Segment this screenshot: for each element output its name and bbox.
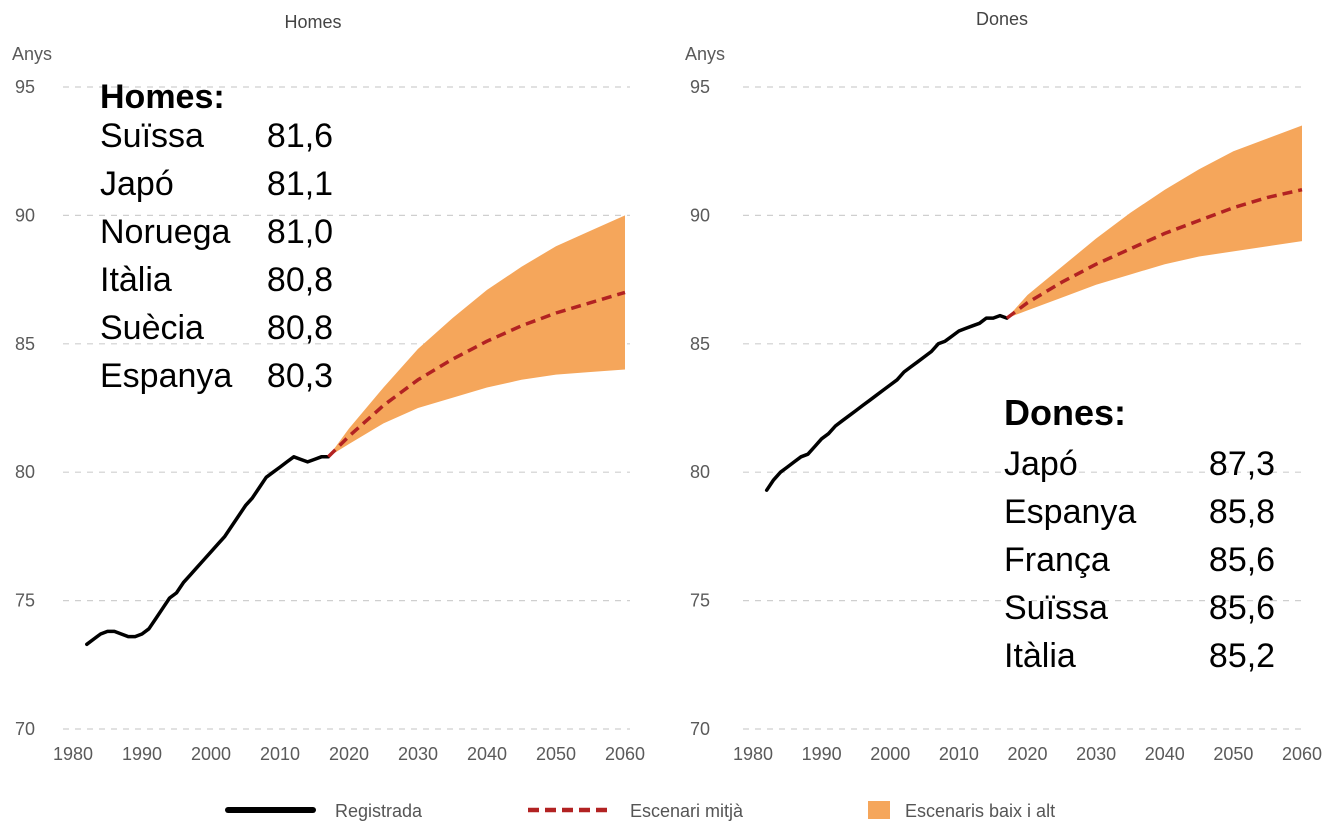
scenario-band-area [328, 215, 625, 457]
x-tick-label: 2010 [939, 744, 979, 764]
ranking-heading: Dones: [1004, 392, 1126, 433]
x-tick-label: 2060 [605, 744, 645, 764]
ranking-country: Japó [1004, 445, 1078, 483]
x-tick-label: 1980 [53, 744, 93, 764]
ranking-value: 81,0 [267, 213, 333, 251]
y-tick-label: 85 [690, 334, 710, 354]
ranking-country: Espanya [1004, 493, 1136, 531]
ranking-country: Noruega [100, 213, 231, 251]
mid-scenario-line [327, 290, 626, 459]
legend: Registrada Escenari mitjà Escenaris baix i… [225, 801, 1055, 821]
x-tick-label: 2060 [1282, 744, 1322, 764]
ranking-country: França [1004, 541, 1110, 579]
x-tick-label: 1980 [733, 744, 773, 764]
y-axis-unit: Anys [685, 44, 725, 64]
legend-label: Escenaris baix i alt [905, 801, 1055, 821]
recorded-line [85, 455, 331, 647]
x-tick-label: 2000 [191, 744, 231, 764]
ranking-value: 81,1 [267, 165, 333, 203]
ranking-country: Suïssa [100, 117, 204, 155]
panel-title: Homes [284, 12, 341, 32]
x-tick-label: 2050 [1213, 744, 1253, 764]
x-tick-label: 2020 [329, 744, 369, 764]
ranking-country: Suïssa [1004, 589, 1108, 627]
ranking-heading: Homes: [100, 78, 225, 116]
mid-scenario-line [1005, 187, 1303, 320]
y-tick-label: 75 [15, 591, 35, 611]
x-tick-label: 2040 [1145, 744, 1185, 764]
ranking-value: 85,2 [1209, 637, 1275, 675]
ranking-value: 87,3 [1209, 445, 1275, 483]
ranking-country: Itàlia [100, 261, 172, 299]
x-tick-label: 2020 [1007, 744, 1047, 764]
ranking-value: 80,8 [267, 309, 333, 347]
x-tick-label: 1990 [802, 744, 842, 764]
x-tick-label: 2000 [870, 744, 910, 764]
y-tick-label: 70 [15, 719, 35, 739]
x-tick-label: 2010 [260, 744, 300, 764]
x-tick-label: 2050 [536, 744, 576, 764]
scenario-band-area [1006, 125, 1302, 319]
x-tick-label: 2030 [1076, 744, 1116, 764]
homes-panel: Homes Anys 70 75 80 85 90 95 1980 1990 2000 2010 202… [12, 12, 645, 764]
y-tick-label: 80 [690, 462, 710, 482]
y-tick-label: 95 [690, 77, 710, 97]
x-tick-label: 1990 [122, 744, 162, 764]
ranking-country: Itàlia [1004, 637, 1076, 675]
recorded-line [764, 313, 1009, 492]
x-tick-label: 2040 [467, 744, 507, 764]
ranking-value: 85,6 [1209, 541, 1275, 579]
y-tick-label: 95 [15, 77, 35, 97]
panel-title: Dones [976, 9, 1028, 29]
dones-panel: Dones Anys 70 75 80 85 90 95 1980 1990 2000 2010 202… [685, 9, 1322, 764]
ranking-country: Japó [100, 165, 174, 203]
ranking-value: 81,6 [267, 117, 333, 155]
y-tick-label: 75 [690, 591, 710, 611]
legend-label: Registrada [335, 801, 423, 821]
y-axis-unit: Anys [12, 44, 52, 64]
y-tick-label: 85 [15, 334, 35, 354]
legend-swatch-band [868, 801, 890, 819]
ranking-value: 80,8 [267, 261, 333, 299]
y-tick-label: 90 [15, 205, 35, 225]
legend-label: Escenari mitjà [630, 801, 744, 821]
y-tick-label: 70 [690, 719, 710, 739]
ranking-country: Suècia [100, 309, 204, 347]
y-tick-label: 90 [690, 205, 710, 225]
ranking-value: 80,3 [267, 357, 333, 395]
ranking-value: 85,8 [1209, 493, 1275, 531]
ranking-value: 85,6 [1209, 589, 1275, 627]
y-tick-label: 80 [15, 462, 35, 482]
ranking-country: Espanya [100, 357, 232, 395]
x-tick-label: 2030 [398, 744, 438, 764]
